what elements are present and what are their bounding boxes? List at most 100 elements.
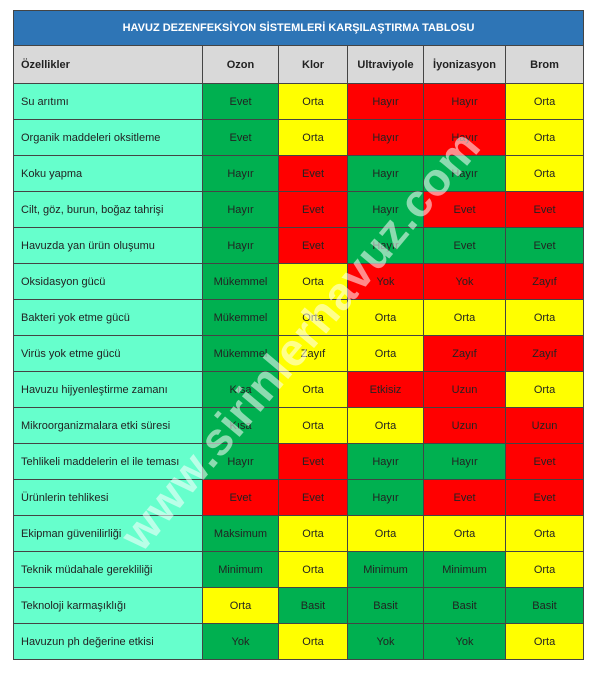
value-cell: Yok [423,623,506,660]
table-row: Havuzu hijyenleştirme zamanı Kısa Orta Etki… [13,371,585,408]
value-cell: Hayır [347,83,424,120]
value-cell: Basit [504,587,585,624]
value-cell: Hayır [423,155,506,192]
table-row: Mikroorganizmalara etki süresi Kısa Orta Or… [13,407,585,444]
value-cell: Hayır [347,119,424,156]
header-cell: Ozon [202,45,279,84]
value-cell: Evet [423,191,506,228]
value-cell: Etkisiz [347,371,424,408]
value-cell: Hayır [347,155,424,192]
header-row: Özellikler Ozon Klor Ultraviyole İyonizasyon… [13,45,585,84]
table-row: Ürünlerin tehlikesi Evet Evet Hayır Evet Evet [13,479,585,516]
value-cell: Orta [278,371,348,408]
header-cell: İyonizasyon [423,45,506,84]
value-cell: Orta [347,407,424,444]
table-row: Su arıtımı Evet Orta Hayır Hayır Orta [13,83,585,120]
table-row: Havuzda yan ürün oluşumu Hayır Evet Hayır Ev… [13,227,585,264]
value-cell: Uzun [504,407,585,444]
value-cell: Evet [504,191,585,228]
header-cell: Klor [278,45,348,84]
table-row: Teknoloji karmaşıklığı Orta Basit Basit Basi… [13,587,585,624]
value-cell: Evet [278,155,348,192]
value-cell: Yok [423,263,506,300]
value-cell: Evet [278,443,348,480]
value-cell: Hayır [423,443,506,480]
value-cell: Yok [347,263,424,300]
table-row: Organik maddeleri oksitleme Evet Orta Hayır… [13,119,585,156]
table-row: Havuzun ph değerine etkisi Yok Orta Yok Yok O… [13,623,585,660]
value-cell: Evet [202,83,279,120]
value-cell: Hayır [202,191,279,228]
value-cell: Evet [278,479,348,516]
value-cell: Basit [423,587,506,624]
value-cell: Orta [504,551,585,588]
value-cell: Orta [504,299,585,336]
value-cell: Hayır [347,443,424,480]
table-row: Koku yapma Hayır Evet Hayır Hayır Orta [13,155,585,192]
value-cell: Evet [278,191,348,228]
value-cell: Mükemmel [202,299,279,336]
value-cell: Orta [347,299,424,336]
value-cell: Orta [423,299,506,336]
row-label: Oksidasyon gücü [13,263,203,300]
value-cell: Orta [504,119,585,156]
row-label: Koku yapma [13,155,203,192]
value-cell: Orta [278,299,348,336]
value-cell: Hayır [423,83,506,120]
value-cell: Mükemmel [202,335,279,372]
value-cell: Hayır [202,155,279,192]
value-cell: Evet [202,479,279,516]
value-cell: Orta [202,587,279,624]
row-label: Bakteri yok etme gücü [13,299,203,336]
row-label: Mikroorganizmalara etki süresi [13,407,203,444]
value-cell: Kısa [202,407,279,444]
header-cell: Özellikler [13,45,203,84]
value-cell: Orta [504,155,585,192]
value-cell: Hayır [202,227,279,264]
row-label: Cilt, göz, burun, boğaz tahrişi [13,191,203,228]
value-cell: Basit [347,587,424,624]
value-cell: Evet [278,227,348,264]
table-row: Virüs yok etme gücü Mükemmel Zayıf Orta Zayı… [13,335,585,372]
value-cell: Basit [278,587,348,624]
table-title: HAVUZ DEZENFEKSİYON SİSTEMLERİ KARŞILAŞT… [12,10,585,46]
table-row: Tehlikeli maddelerin el ile teması Hayır E… [13,443,585,480]
header-cell: Ultraviyole [347,45,424,84]
value-cell: Hayır [347,479,424,516]
table-row: Cilt, göz, burun, boğaz tahrişi Hayır Evet… [13,191,585,228]
value-cell: Zayıf [504,335,585,372]
table-row: Teknik müdahale gerekliliği Minimum Orta Mi… [13,551,585,588]
value-cell: Kısa [202,371,279,408]
value-cell: Evet [504,479,585,516]
table-row: Oksidasyon gücü Mükemmel Orta Yok Yok Zayıf [13,263,585,300]
value-cell: Orta [278,515,348,552]
value-cell: Zayıf [423,335,506,372]
value-cell: Orta [278,623,348,660]
table-row: Bakteri yok etme gücü Mükemmel Orta Orta Ort… [13,299,585,336]
value-cell: Orta [278,263,348,300]
value-cell: Orta [278,407,348,444]
value-cell: Yok [202,623,279,660]
value-cell: Uzun [423,371,506,408]
row-label: Ürünlerin tehlikesi [13,479,203,516]
row-label: Tehlikeli maddelerin el ile teması [13,443,203,480]
row-label: Havuzda yan ürün oluşumu [13,227,203,264]
row-label: Teknik müdahale gerekliliği [13,551,203,588]
value-cell: Hayır [202,443,279,480]
value-cell: Evet [423,227,506,264]
value-cell: Orta [423,515,506,552]
table-row: Ekipman güvenilirliği Maksimum Orta Orta Ort… [13,515,585,552]
value-cell: Orta [504,371,585,408]
table-body: HAVUZ DEZENFEKSİYON SİSTEMLERİ KARŞILAŞT… [12,10,585,660]
value-cell: Minimum [347,551,424,588]
value-cell: Evet [504,227,585,264]
value-cell: Orta [278,551,348,588]
value-cell: Orta [278,83,348,120]
header-cell: Brom [504,45,585,84]
value-cell: Orta [504,83,585,120]
comparison-table: HAVUZ DEZENFEKSİYON SİSTEMLERİ KARŞILAŞT… [12,10,585,660]
value-cell: Hayır [347,191,424,228]
value-cell: Uzun [423,407,506,444]
value-cell: Hayır [347,227,424,264]
